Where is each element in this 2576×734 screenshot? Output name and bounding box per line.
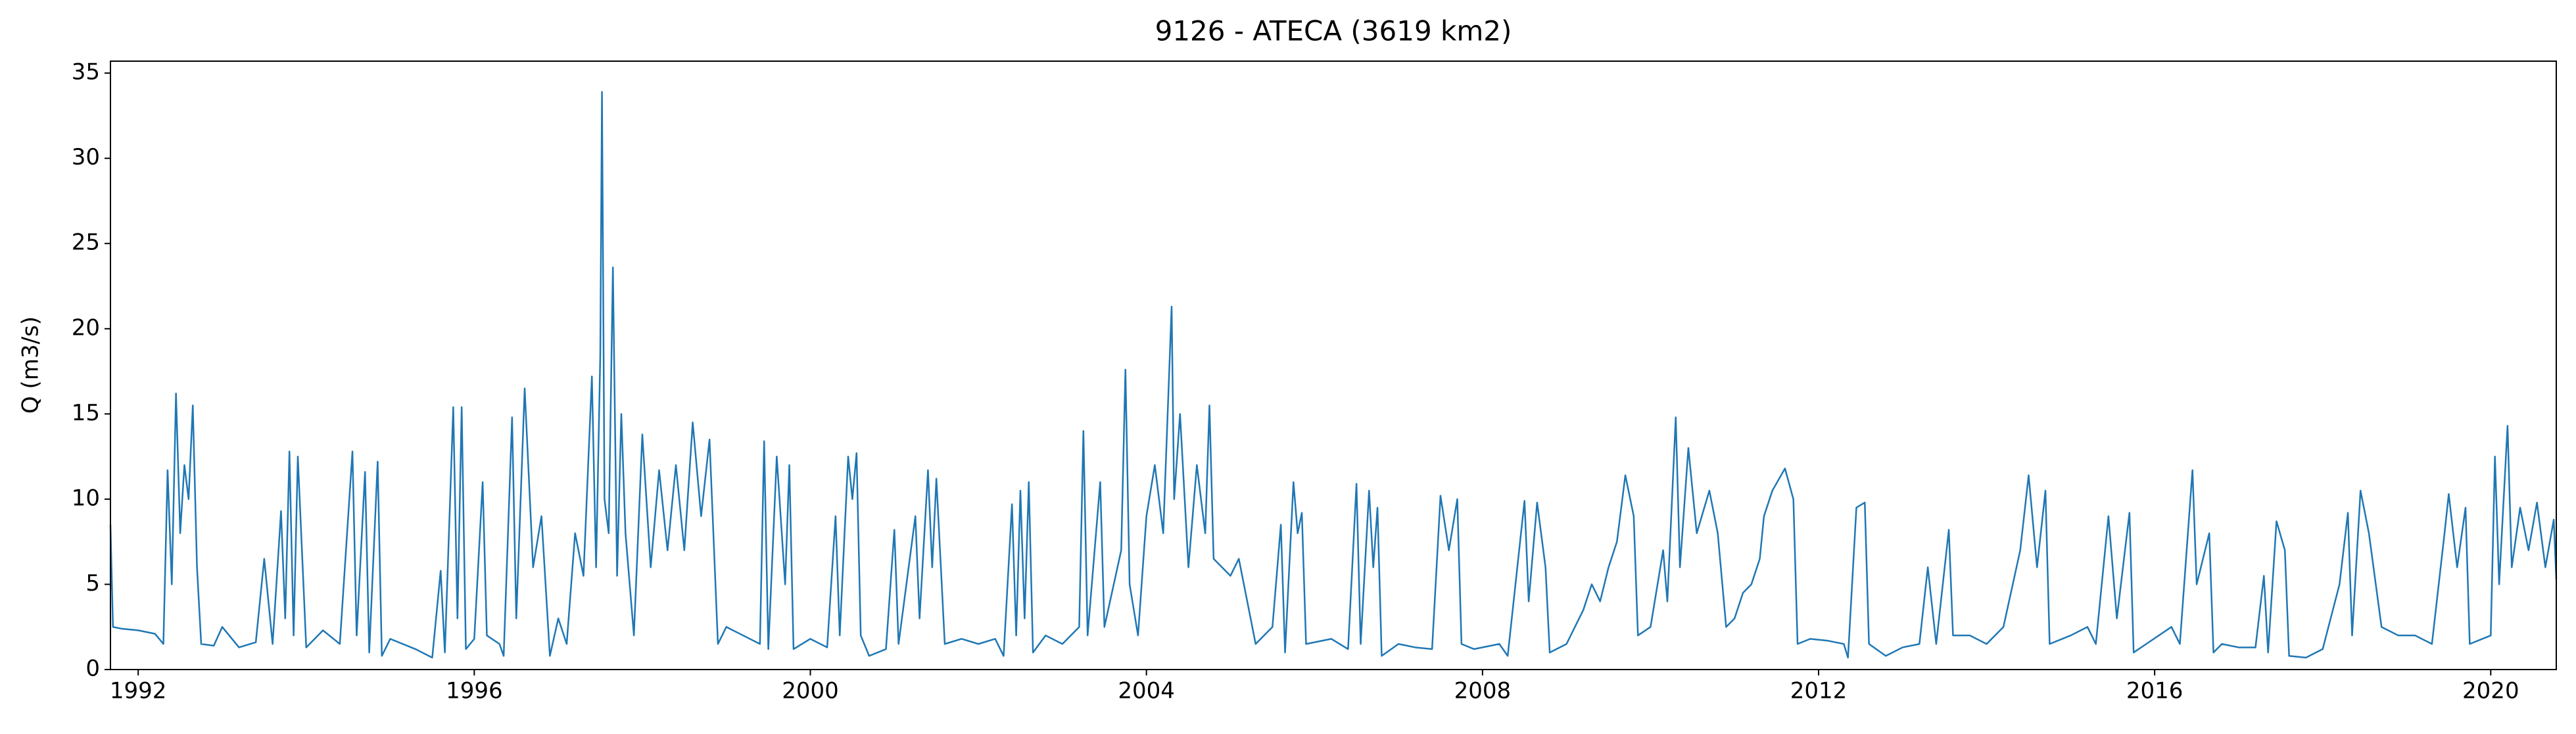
y-axis-label: Q (m3/s) [18, 316, 44, 414]
x-tick-label: 2016 [2126, 678, 2183, 704]
y-tick-label: 10 [72, 485, 100, 511]
data-line [109, 91, 2558, 659]
x-tick-label: 2020 [2462, 678, 2519, 704]
y-tick-label: 30 [72, 144, 100, 170]
x-tick-label: 2012 [1790, 678, 1848, 704]
y-tick-label: 15 [72, 400, 100, 426]
y-tick-label: 5 [85, 570, 100, 597]
x-tick-label: 1992 [110, 678, 167, 704]
chart-title: 9126 - ATECA (3619 km2) [1155, 15, 1512, 47]
x-tick-label: 2008 [1454, 678, 1512, 704]
y-tick-label: 20 [72, 314, 100, 341]
x-tick-label: 1996 [446, 678, 503, 704]
y-tick-label: 0 [85, 656, 100, 682]
y-tick-label: 25 [72, 230, 100, 256]
x-tick-label: 2004 [1118, 678, 1175, 704]
y-tick-label: 35 [72, 59, 100, 86]
plot-frame [110, 61, 2557, 670]
x-tick-label: 2000 [782, 678, 839, 704]
